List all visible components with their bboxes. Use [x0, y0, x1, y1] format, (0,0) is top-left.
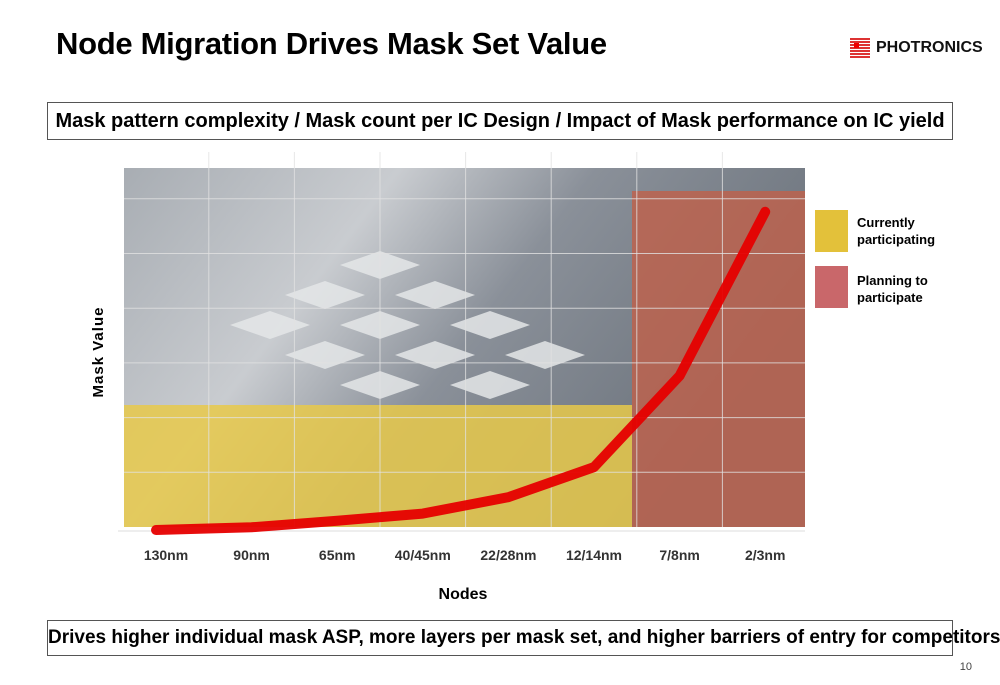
x-tick-label: 130nm: [144, 547, 188, 563]
legend-label: Planning to: [857, 273, 928, 288]
logo-text: PHOTRONICS: [876, 39, 983, 56]
x-tick-label: 90nm: [233, 547, 270, 563]
bottom-banner: Drives higher individual mask ASP, more …: [47, 620, 1000, 656]
legend-item-current: Currently participating: [857, 214, 935, 248]
page-number: 10: [959, 661, 972, 673]
legend-swatch-planning: [815, 266, 848, 308]
page-title: Node Migration Drives Mask Set Value: [56, 26, 607, 61]
x-tick-label: 65nm: [319, 547, 356, 563]
legend-label: participate: [857, 290, 923, 305]
x-tick-label: 7/8nm: [659, 547, 699, 563]
x-tick-label: 40/45nm: [395, 547, 451, 563]
x-tick-label: 12/14nm: [566, 547, 622, 563]
top-banner: Mask pattern complexity / Mask count per…: [47, 102, 953, 140]
y-axis-label: Mask Value: [90, 307, 107, 398]
mask-pattern-decoration: [230, 251, 585, 399]
x-axis-label: Nodes: [439, 586, 488, 603]
legend-label: Currently: [857, 215, 915, 230]
photronics-logo: PHOTRONICS: [850, 38, 983, 58]
photronics-logo-icon: [850, 38, 870, 58]
legend-label: participating: [857, 232, 936, 247]
legend-swatch-current: [815, 210, 848, 252]
region-planning-to-participate: [632, 191, 805, 527]
legend-item-planning: Planning to participate: [857, 272, 928, 306]
x-tick-label: 22/28nm: [480, 547, 536, 563]
x-tick-label: 2/3nm: [745, 547, 785, 563]
region-currently-participating: [124, 405, 632, 527]
series-line-mask-value: [151, 206, 771, 535]
